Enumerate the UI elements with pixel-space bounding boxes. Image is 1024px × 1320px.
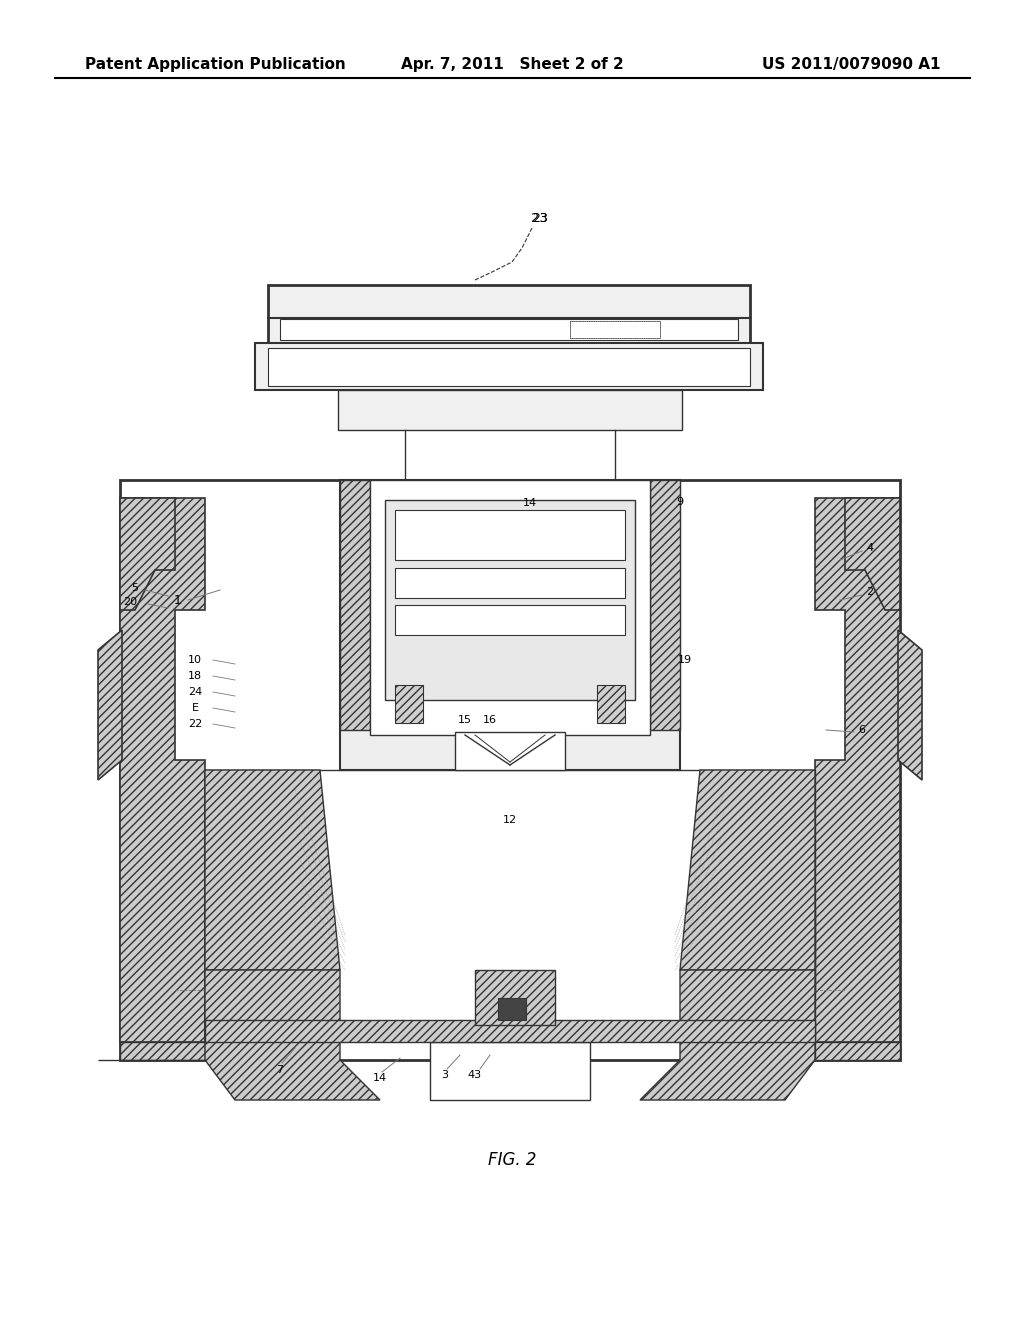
Bar: [205, 1020, 815, 1041]
Polygon shape: [120, 498, 205, 1041]
Text: FIG. 2: FIG. 2: [487, 1151, 537, 1170]
Text: 5: 5: [131, 583, 138, 593]
Text: 10: 10: [188, 655, 202, 665]
Text: 22: 22: [187, 719, 202, 729]
Text: 14: 14: [523, 498, 537, 508]
Polygon shape: [98, 630, 122, 780]
Text: 6: 6: [858, 725, 865, 735]
Bar: [338, 389, 682, 430]
Bar: [385, 500, 635, 700]
Text: 16: 16: [483, 715, 497, 725]
Text: 23: 23: [532, 211, 548, 224]
Polygon shape: [205, 970, 380, 1100]
Bar: [395, 510, 625, 560]
Polygon shape: [815, 498, 900, 1041]
Bar: [120, 480, 900, 1060]
Polygon shape: [120, 498, 175, 610]
Bar: [597, 685, 625, 723]
Bar: [430, 1041, 590, 1100]
Polygon shape: [205, 770, 340, 970]
Bar: [255, 343, 763, 389]
Bar: [120, 1041, 205, 1060]
Bar: [475, 970, 555, 1026]
Text: 9: 9: [677, 498, 684, 507]
Bar: [205, 909, 319, 990]
Bar: [340, 480, 680, 770]
Text: 14: 14: [373, 1073, 387, 1082]
Text: 12: 12: [503, 814, 517, 825]
Polygon shape: [640, 970, 815, 1100]
Bar: [268, 348, 750, 385]
Text: 1: 1: [174, 594, 182, 606]
Text: 7: 7: [276, 1065, 284, 1074]
Text: 4: 4: [866, 543, 873, 553]
Bar: [395, 685, 423, 723]
Bar: [498, 998, 526, 1020]
Text: 20: 20: [123, 597, 137, 607]
Bar: [395, 568, 625, 598]
Text: Patent Application Publication: Patent Application Publication: [85, 58, 346, 73]
Bar: [370, 480, 650, 735]
Text: 43: 43: [468, 1071, 482, 1080]
Bar: [395, 605, 625, 635]
Text: E: E: [191, 704, 199, 713]
Text: 2: 2: [866, 587, 873, 597]
Polygon shape: [680, 770, 815, 970]
Text: 24: 24: [187, 686, 202, 697]
Bar: [340, 480, 370, 730]
Text: 3: 3: [441, 1071, 449, 1080]
Polygon shape: [845, 498, 900, 610]
Polygon shape: [898, 630, 922, 780]
Text: 18: 18: [188, 671, 202, 681]
Bar: [205, 770, 815, 1040]
Bar: [268, 285, 750, 343]
Bar: [570, 321, 660, 338]
Text: 15: 15: [458, 715, 472, 725]
Bar: [815, 1041, 900, 1060]
Bar: [700, 909, 815, 990]
Bar: [455, 733, 565, 770]
Text: Apr. 7, 2011   Sheet 2 of 2: Apr. 7, 2011 Sheet 2 of 2: [400, 58, 624, 73]
Bar: [650, 480, 680, 730]
Text: 19: 19: [678, 655, 692, 665]
Bar: [280, 319, 738, 341]
Text: 23: 23: [531, 211, 549, 224]
Text: US 2011/0079090 A1: US 2011/0079090 A1: [762, 58, 940, 73]
